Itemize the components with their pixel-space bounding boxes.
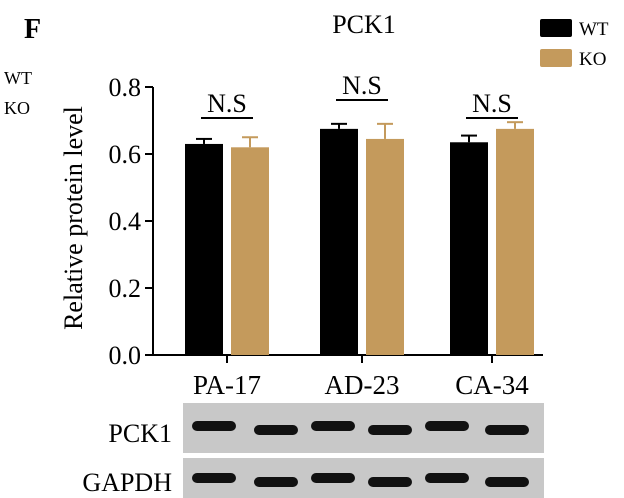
blot-label-pck1: PCK1 bbox=[108, 419, 172, 448]
blot-band bbox=[192, 473, 236, 483]
y-tick-label: 0.0 bbox=[109, 341, 142, 370]
blot-strip bbox=[183, 403, 544, 453]
x-tick-label: CA-34 bbox=[455, 370, 529, 400]
blot-band bbox=[254, 477, 298, 487]
blot-band bbox=[425, 421, 469, 431]
partial-legend-wt: WT bbox=[4, 68, 32, 88]
significance-label: N.S bbox=[472, 89, 512, 118]
legend-swatch-ko bbox=[540, 49, 572, 67]
y-tick-label: 0.8 bbox=[109, 73, 142, 102]
y-tick-label: 0.2 bbox=[109, 274, 142, 303]
bar-wt bbox=[185, 143, 223, 355]
bar-ko bbox=[496, 128, 534, 355]
bar-wt bbox=[450, 142, 488, 355]
blot-label-gapdh: GAPDH bbox=[82, 468, 172, 497]
legend-label-ko: KO bbox=[579, 49, 606, 70]
x-tick-label: AD-23 bbox=[325, 370, 400, 400]
blot-band bbox=[311, 473, 355, 483]
legend-swatch-wt bbox=[540, 19, 572, 37]
significance-label: N.S bbox=[342, 71, 382, 100]
plot-area: 0.0 0.2 0.4 0.6 0.8 PA-17 N.S AD-23 N.S CA-34 N.S bbox=[109, 71, 543, 400]
chart-title: PCK1 bbox=[332, 10, 396, 39]
western-blot: PCK1 GAPDH bbox=[82, 403, 544, 498]
legend-label-wt: WT bbox=[579, 19, 609, 40]
blot-band bbox=[485, 425, 529, 435]
y-tick-label: 0.4 bbox=[109, 207, 142, 236]
bar-wt bbox=[320, 128, 358, 355]
panel-label: F bbox=[24, 14, 41, 45]
blot-band bbox=[368, 477, 412, 487]
y-axis-label: Relative protein level bbox=[59, 106, 88, 330]
bar-ko bbox=[231, 147, 269, 355]
blot-band bbox=[425, 473, 469, 483]
x-tick-label: PA-17 bbox=[193, 370, 261, 400]
blot-band bbox=[192, 421, 236, 431]
blot-band bbox=[254, 425, 298, 435]
blot-band bbox=[485, 477, 529, 487]
y-tick-label: 0.6 bbox=[109, 140, 142, 169]
blot-band bbox=[368, 425, 412, 435]
significance-label: N.S bbox=[207, 89, 247, 118]
blot-strip bbox=[183, 458, 544, 498]
blot-band bbox=[311, 421, 355, 431]
bar-ko bbox=[366, 138, 404, 355]
partial-legend-ko: KO bbox=[4, 98, 30, 118]
legend: WT KO bbox=[540, 19, 609, 70]
